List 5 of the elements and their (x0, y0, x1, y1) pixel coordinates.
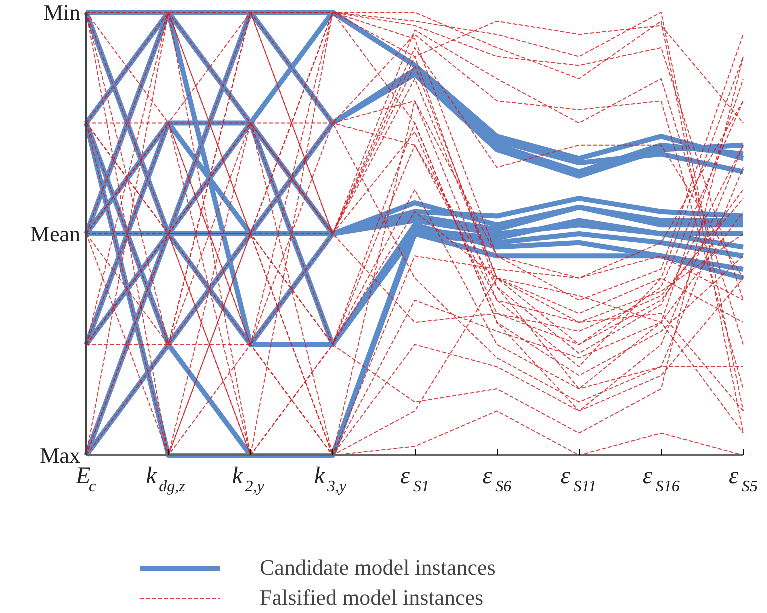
legend-label: Falsified model instances (260, 585, 484, 611)
text: Min (44, 0, 81, 25)
legend-label: Candidate model instances (260, 555, 496, 581)
text: Mean (30, 222, 81, 246)
text: Max (40, 443, 80, 468)
